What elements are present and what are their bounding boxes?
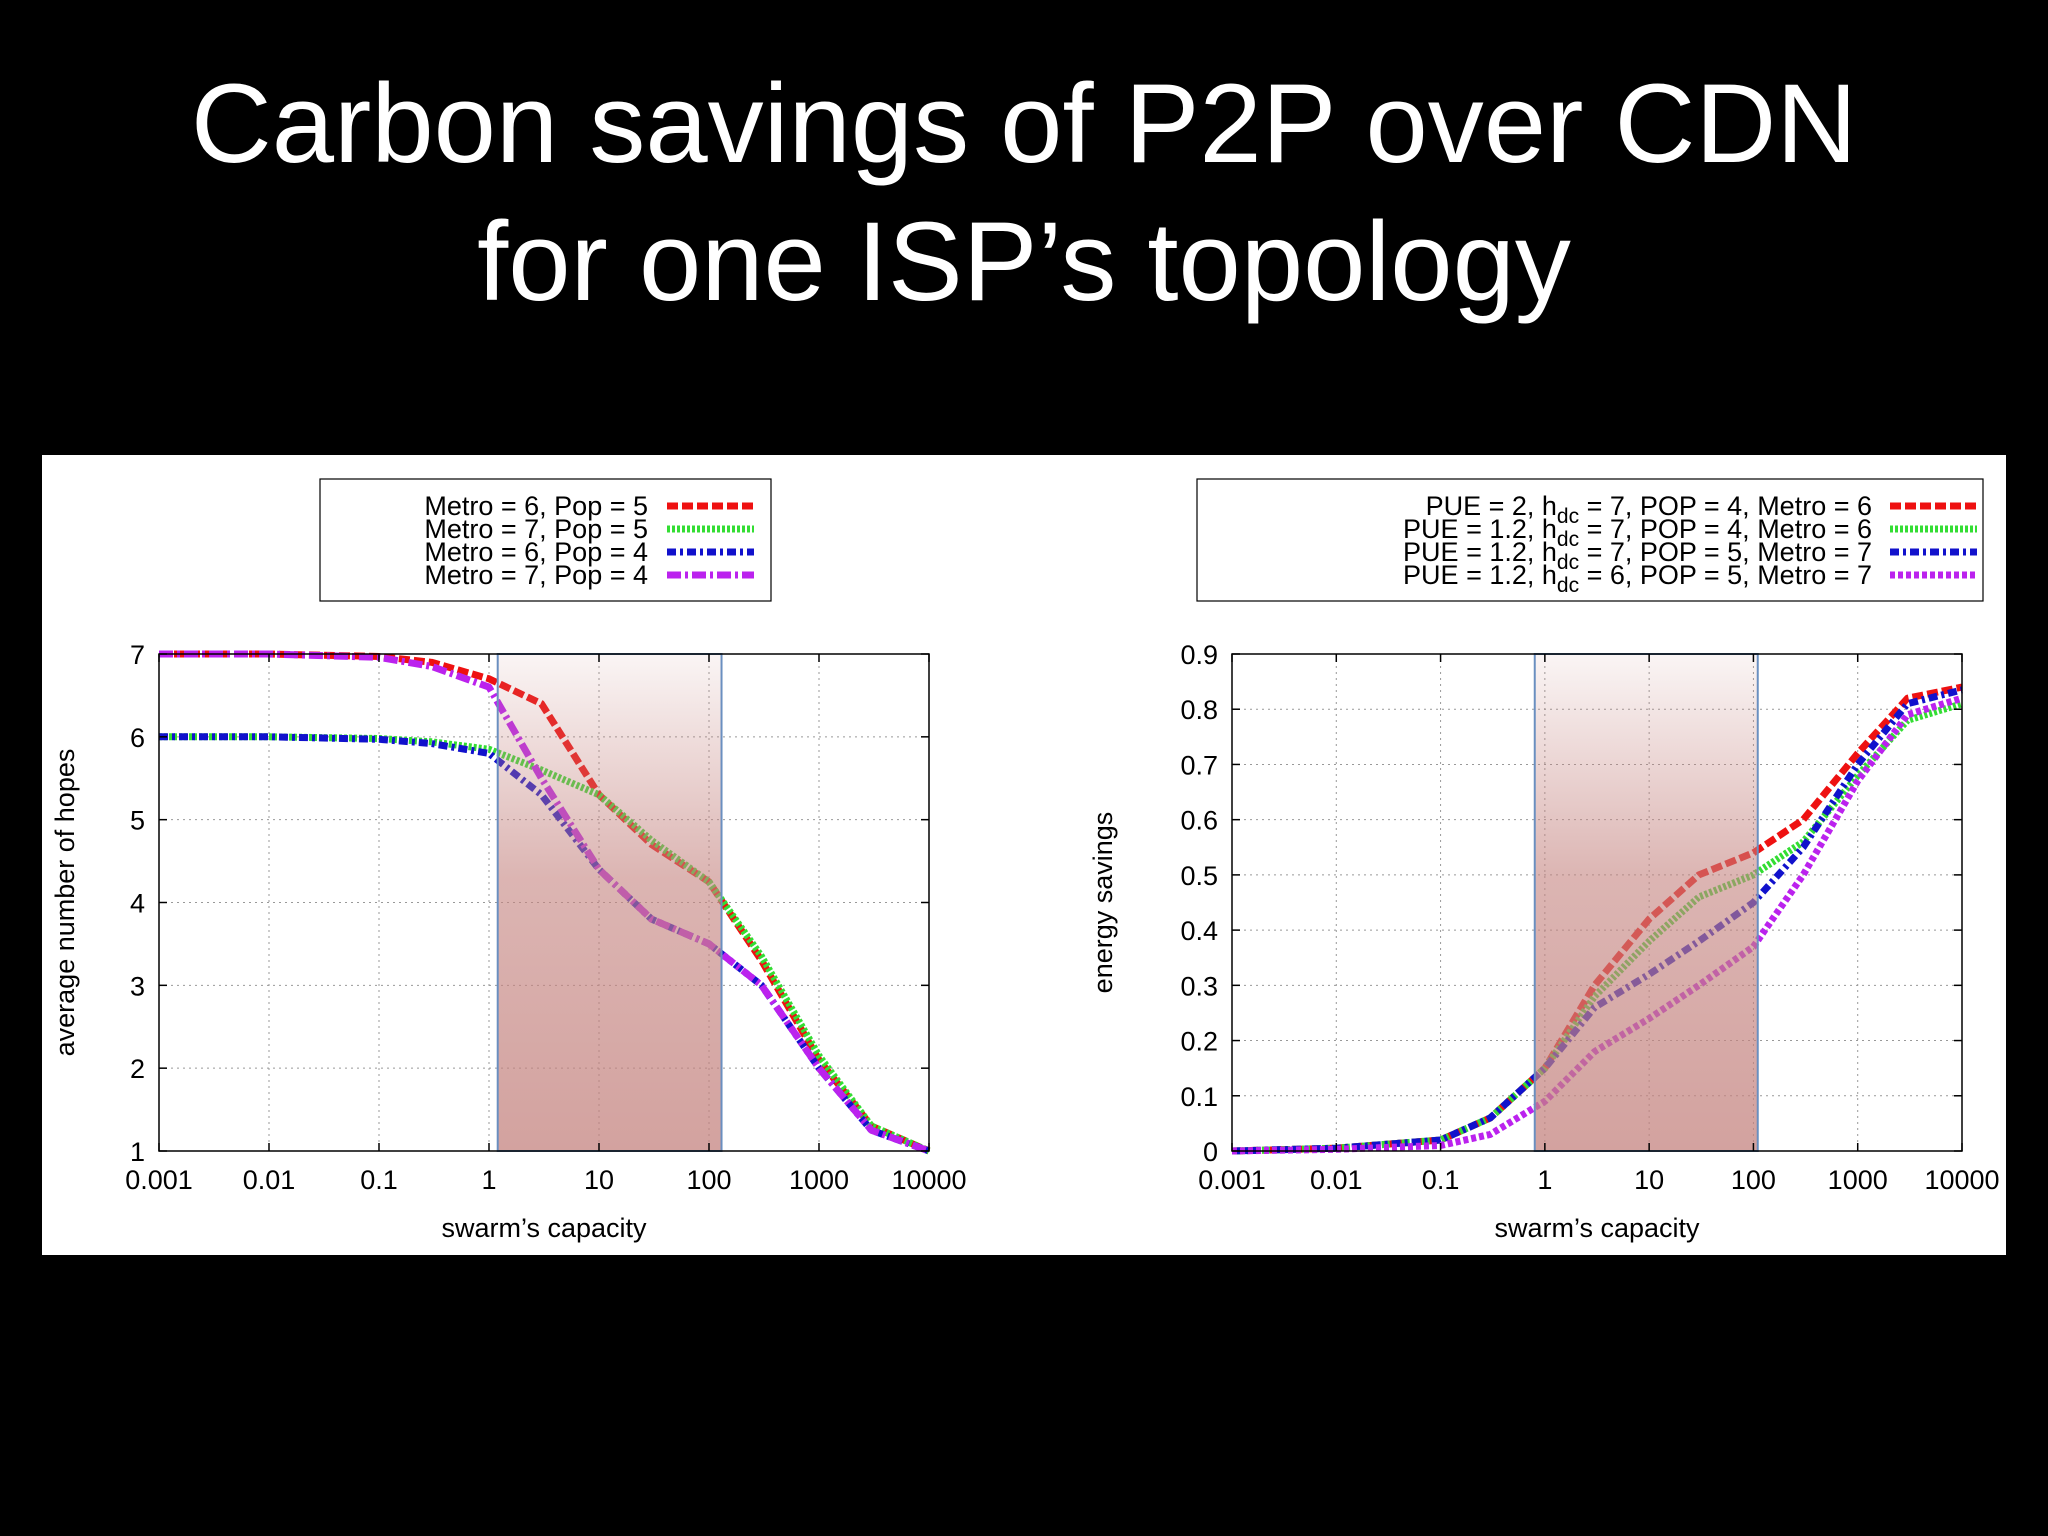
- x-tick-label: 10000: [1924, 1165, 1999, 1195]
- legend-label: PUE = 1.2, hdc = 6, POP = 5, Metro = 7: [1403, 560, 1872, 597]
- x-tick-label: 1000: [1828, 1165, 1888, 1195]
- y-tick-label: 4: [130, 889, 145, 919]
- y-tick-label: 7: [130, 640, 145, 670]
- y-tick-label: 0.5: [1180, 861, 1218, 891]
- y-axis-label: average number of hopes: [50, 749, 80, 1057]
- plot-frame-right: [1231, 653, 1963, 1152]
- x-tick-label: 1: [481, 1165, 496, 1195]
- x-tick-label: 0.1: [360, 1165, 398, 1195]
- x-tick-label: 1: [1537, 1165, 1552, 1195]
- y-tick-label: 0.4: [1180, 916, 1218, 946]
- x-tick-label: 0.01: [243, 1165, 296, 1195]
- y-tick-label: 0.8: [1180, 695, 1218, 725]
- legend-label: Metro = 6, Pop = 5: [424, 491, 648, 521]
- y-tick-label: 6: [130, 723, 145, 753]
- highlight-band-left: [496, 653, 723, 1152]
- y-tick-label: 0.6: [1180, 806, 1218, 836]
- x-tick-label: 0.1: [1422, 1165, 1460, 1195]
- x-axis-label: swarm’s capacity: [441, 1213, 647, 1243]
- x-tick-label: 10: [1634, 1165, 1664, 1195]
- legend-label: PUE = 1.2, hdc = 7, POP = 4, Metro = 6: [1403, 514, 1872, 551]
- y-tick-label: 0.9: [1180, 640, 1218, 670]
- series-line-right-3: [1231, 686, 1963, 1155]
- y-tick-label: 0.7: [1180, 750, 1218, 780]
- legend-label: Metro = 6, Pop = 4: [424, 537, 648, 567]
- y-tick-label: 0.1: [1180, 1082, 1218, 1112]
- y-tick-label: 2: [130, 1054, 145, 1084]
- legend-box: [1196, 478, 1984, 602]
- slide-title: Carbon savings of P2P over CDN for one I…: [0, 55, 2048, 331]
- chart-right: 0.001 0.01 0.1 1 10 100 1000 10000 0 0.1 0.2 0.3 0.4…: [1088, 478, 2000, 1243]
- legend-label: Metro = 7, Pop = 5: [424, 514, 648, 544]
- y-tick-label: 1: [130, 1137, 145, 1167]
- legend-label: Metro = 7, Pop = 4: [424, 560, 648, 590]
- slide-title-line-1: Carbon savings of P2P over CDN: [190, 61, 1858, 186]
- y-tick-label: 3: [130, 971, 145, 1001]
- y-tick-label: 0.2: [1180, 1027, 1218, 1057]
- x-tick-label: 100: [1731, 1165, 1776, 1195]
- chart-left: 0.001 0.01 0.1 1 10 100 1000 10000 1 2 3 4 5 6 7 swarm’…: [50, 478, 967, 1243]
- y-tick-label: 0: [1203, 1137, 1218, 1167]
- x-tick-label: 0.01: [1310, 1165, 1363, 1195]
- x-tick-label: 0.001: [1198, 1165, 1266, 1195]
- slide-title-line-2: for one ISP’s topology: [477, 199, 1571, 324]
- x-axis-label: swarm’s capacity: [1494, 1213, 1700, 1243]
- legend-label: PUE = 1.2, hdc = 7, POP = 5, Metro = 7: [1403, 537, 1872, 574]
- highlight-band-right: [1533, 653, 1759, 1152]
- legend-right: PUE = 2, hdc = 7, POP = 4, Metro = 6PUE …: [1196, 478, 1984, 602]
- figure-svg: 0.001 0.01 0.1 1 10 100 1000 100001234567swarm’…: [50, 478, 2000, 1243]
- figure-panel: 0.001 0.01 0.1 1 10 100 1000 10000 1 2 3 4 5 6 7 swarm’…: [42, 455, 2006, 1255]
- x-tick-label: 1000: [789, 1165, 849, 1195]
- legend-label: PUE = 2, hdc = 7, POP = 4, Metro = 6: [1426, 491, 1872, 528]
- y-tick-label: 5: [130, 806, 145, 836]
- y-axis-label: energy savings: [1088, 812, 1118, 994]
- x-tick-label: 10: [584, 1165, 614, 1195]
- legend-box: [319, 478, 772, 602]
- x-tick-label: 0.001: [125, 1165, 193, 1195]
- y-tick-label: 0.3: [1180, 971, 1218, 1001]
- x-tick-label: 100: [686, 1165, 731, 1195]
- x-tick-label: 10000: [891, 1165, 966, 1195]
